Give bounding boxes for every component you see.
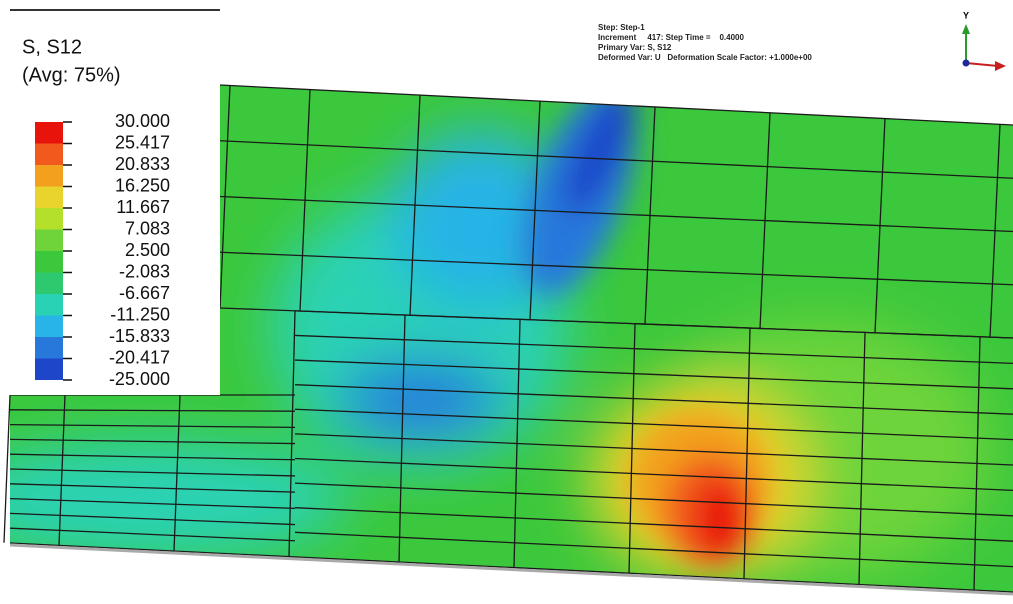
legend-label: -20.417 — [109, 347, 170, 367]
legend-swatch — [35, 337, 63, 359]
legend-swatch — [35, 144, 63, 166]
legend-label: -11.250 — [110, 304, 170, 324]
info-line: Primary Var: S, S12 — [598, 43, 672, 52]
legend-label: -2.083 — [119, 261, 170, 281]
triad-y: Y — [963, 10, 969, 20]
legend-label: -25.000 — [109, 369, 170, 389]
info-line: Increment 417: Step Time = 0.4000 — [598, 33, 744, 42]
viewport: S, S12 (Avg: 75%) 30.00025.41720.83316.2… — [0, 0, 1013, 599]
legend-swatch — [35, 251, 63, 273]
legend-swatch — [35, 122, 63, 144]
legend-label: 16.250 — [115, 175, 170, 195]
legend-label: 25.417 — [115, 132, 170, 152]
legend-label: 11.667 — [116, 197, 170, 217]
legend-swatch — [35, 359, 63, 381]
legend-label: 30.000 — [115, 111, 170, 131]
legend-subtitle: (Avg: 75%) — [22, 64, 121, 86]
legend-label: 2.500 — [125, 240, 170, 260]
mesh-line — [4, 395, 10, 543]
info-line: Step: Step-1 — [598, 23, 645, 32]
legend-swatch — [35, 316, 63, 338]
legend-label: 20.833 — [115, 154, 170, 174]
legend-swatch — [35, 165, 63, 187]
legend-swatch — [35, 208, 63, 230]
info-line: Deformed Var: U Deformation Scale Factor… — [598, 53, 812, 62]
legend-label: 7.083 — [125, 218, 170, 238]
legend-title: S, S12 — [22, 36, 82, 58]
legend-swatch — [35, 230, 63, 252]
legend-label: -6.667 — [119, 283, 170, 303]
legend-swatch — [35, 187, 63, 209]
legend-label: -15.833 — [109, 326, 170, 346]
triad: Y — [962, 10, 1006, 71]
legend-swatch — [35, 294, 63, 316]
legend-swatch — [35, 273, 63, 295]
